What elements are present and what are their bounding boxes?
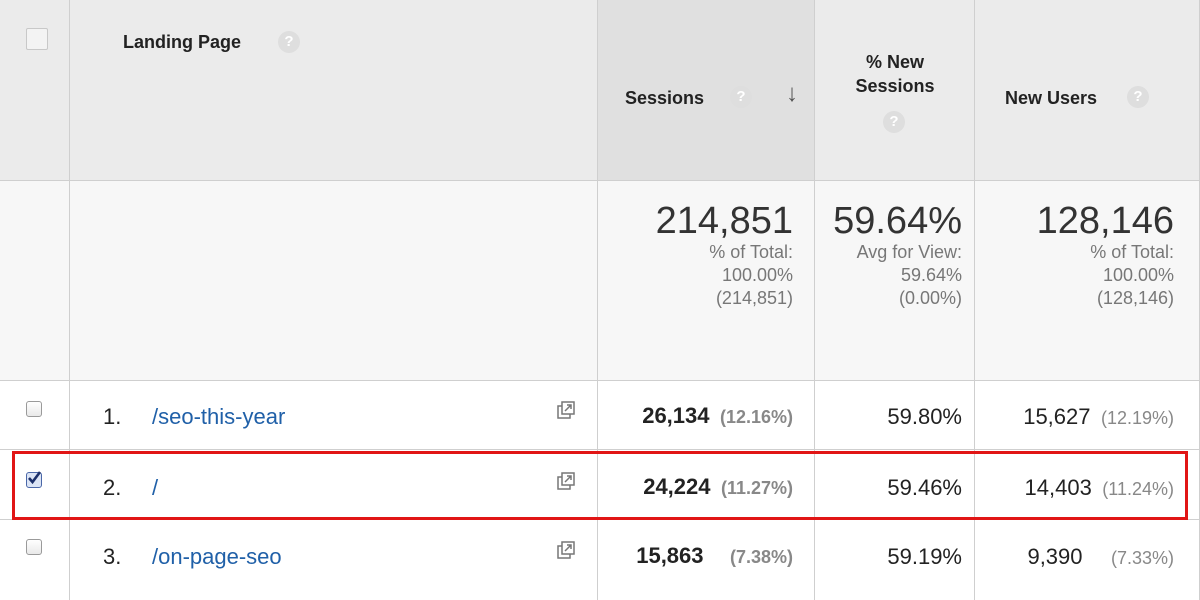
totals-new-sessions-line2: 59.64% [900, 265, 962, 285]
row-2-new-users-pct: (11.24%) [1102, 479, 1174, 499]
totals-new-users: 128,146 % of Total: 100.00% (128,146) [975, 181, 1200, 381]
sort-descending-icon[interactable]: ↓ [786, 80, 798, 107]
totals-sessions-line1: % of Total: [709, 242, 793, 262]
help-icon[interactable]: ? [883, 111, 905, 133]
open-external-icon[interactable] [557, 541, 575, 559]
table-row: 3. /on-page-seo [70, 520, 598, 600]
row-3-new-sessions: 59.19% [815, 520, 975, 600]
landing-page-header[interactable]: Landing Page ? [70, 0, 598, 181]
totals-new-sessions-line3: (0.00%) [898, 288, 962, 308]
totals-sessions-value: 214,851 [655, 200, 793, 242]
totals-new-users-line3: (128,146) [1096, 288, 1174, 308]
row-1-sessions-value: 26,134 [642, 403, 710, 428]
row-3-checkbox-cell [0, 520, 70, 600]
new-sessions-label-line2: Sessions [855, 76, 935, 96]
row-2-new-sessions-value: 59.46% [887, 475, 962, 500]
row-2-page-link[interactable]: / [152, 475, 159, 500]
row-2-checkbox[interactable] [26, 471, 42, 488]
row-1-new-users: 15,627 (12.19%) [975, 381, 1200, 450]
row-3-new-users: 9,390 (7.33%) [975, 520, 1200, 600]
totals-sessions-line2: 100.00% [721, 265, 793, 285]
select-all-cell [0, 0, 70, 181]
totals-new-users-value: 128,146 [1036, 200, 1174, 242]
help-icon[interactable]: ? [278, 31, 300, 53]
row-1-page-link[interactable]: /seo-this-year [152, 404, 286, 429]
row-1-new-sessions: 59.80% [815, 381, 975, 450]
row-1-sessions-pct: (12.16%) [719, 407, 793, 427]
row-2-sessions-value: 24,224 [643, 474, 711, 499]
row-2-new-sessions: 59.46% [815, 450, 975, 520]
row-1-new-users-pct: (12.19%) [1100, 408, 1174, 428]
totals-new-sessions-value: 59.64% [833, 200, 962, 242]
totals-sessions: 214,851 % of Total: 100.00% (214,851) [598, 181, 815, 381]
row-1-checkbox[interactable] [26, 401, 42, 417]
row-3-new-users-pct: (7.33%) [1110, 548, 1174, 568]
sessions-header[interactable]: Sessions ? ↓ [598, 0, 815, 181]
row-3-index: 3. [103, 544, 122, 569]
totals-new-sessions: 59.64% Avg for View: 59.64% (0.00%) [815, 181, 975, 381]
row-2-sessions: 24,224 (11.27%) [598, 450, 815, 520]
row-1-checkbox-cell [0, 381, 70, 450]
totals-new-users-line2: 100.00% [1102, 265, 1174, 285]
row-1-sessions: 26,134 (12.16%) [598, 381, 815, 450]
sessions-label: Sessions [625, 88, 705, 108]
table-row: 2. / [70, 450, 598, 520]
new-users-header[interactable]: New Users ? [975, 0, 1200, 181]
row-3-sessions-pct: (7.38%) [729, 547, 793, 567]
new-sessions-label: % New Sessions [815, 50, 975, 98]
open-external-icon[interactable] [557, 401, 575, 419]
row-1-new-users-value: 15,627 [1023, 404, 1091, 429]
row-3-new-users-value: 9,390 [1027, 544, 1083, 569]
new-users-label: New Users [1005, 88, 1098, 108]
row-1-index: 1. [103, 404, 122, 429]
row-1-new-sessions-value: 59.80% [887, 404, 962, 429]
row-2-new-users-value: 14,403 [1024, 475, 1092, 500]
open-external-icon[interactable] [557, 472, 575, 490]
help-icon[interactable]: ? [730, 86, 752, 108]
row-3-sessions: 15,863 (7.38%) [598, 520, 815, 600]
row-2-checkbox-cell [0, 450, 70, 520]
new-sessions-label-line1: % New [865, 52, 925, 72]
table-row: 1. /seo-this-year [70, 381, 598, 450]
new-sessions-header[interactable]: % New Sessions ? [815, 0, 975, 181]
totals-new-users-line1: % of Total: [1090, 242, 1174, 262]
row-2-index: 2. [103, 475, 122, 500]
row-3-page-link[interactable]: /on-page-seo [152, 544, 282, 569]
totals-new-sessions-line1: Avg for View: [856, 242, 962, 262]
checkmark-icon [28, 471, 42, 485]
help-icon[interactable]: ? [1127, 86, 1149, 108]
totals-sessions-line3: (214,851) [715, 288, 793, 308]
landing-page-label: Landing Page [123, 32, 242, 52]
totals-checkbox-cell [0, 181, 70, 381]
row-2-new-users: 14,403 (11.24%) [975, 450, 1200, 520]
row-2-sessions-pct: (11.27%) [720, 478, 793, 498]
select-all-checkbox[interactable] [26, 28, 48, 50]
totals-label-cell [70, 181, 598, 381]
row-3-checkbox[interactable] [26, 539, 42, 555]
row-3-sessions-value: 15,863 [636, 543, 704, 568]
row-3-new-sessions-value: 59.19% [887, 544, 962, 569]
